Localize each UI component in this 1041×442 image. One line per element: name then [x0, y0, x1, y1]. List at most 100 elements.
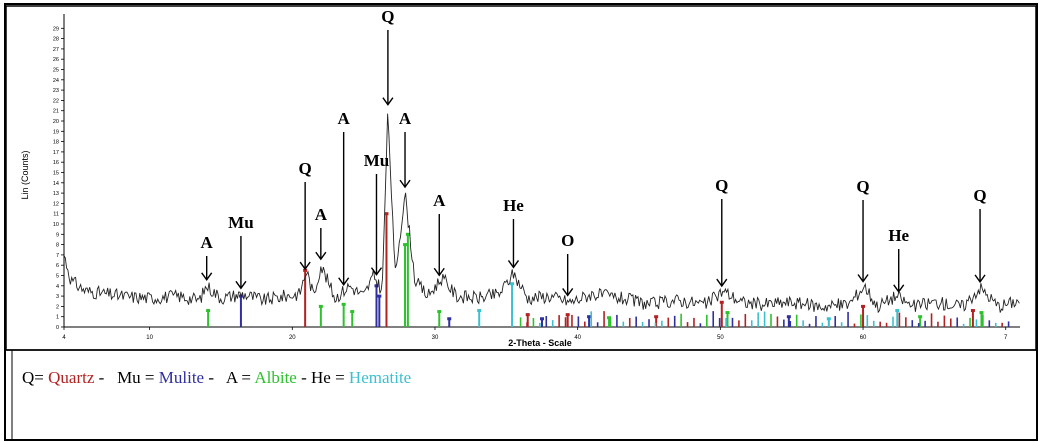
- stick-cap: [341, 302, 346, 306]
- arrow-head: [201, 272, 213, 282]
- arrow-head: [562, 288, 574, 297]
- y-tick-label: 18: [53, 140, 59, 146]
- stick-cap: [377, 294, 382, 298]
- x-tick-label: 30: [432, 335, 439, 341]
- arrow-head: [974, 274, 986, 284]
- peak-label: O: [561, 231, 574, 250]
- figure-border: [4, 3, 1038, 441]
- legend-albite-key: A =: [225, 368, 252, 387]
- arrow-head: [235, 280, 247, 290]
- legend-quartz-key: Q=: [22, 368, 44, 387]
- stick-cap: [918, 315, 923, 319]
- stick-cap: [979, 311, 984, 315]
- y-axis-label: Lin (Counts): [20, 150, 30, 199]
- peak-label: Mu: [228, 213, 254, 232]
- legend-quartz-name: Quartz: [48, 368, 95, 387]
- x-tick-label: 4: [62, 335, 66, 341]
- x-tick-label: 40: [574, 335, 581, 341]
- stick-cap: [206, 309, 211, 313]
- arrow-head: [433, 267, 445, 277]
- stick-cap: [540, 317, 544, 321]
- peak-label: A: [338, 109, 351, 128]
- arrow-head: [382, 97, 394, 106]
- legend-sep-1: -: [98, 368, 105, 387]
- peak-label: A: [315, 205, 328, 224]
- x-axis-label: 2-Theta - Scale: [508, 338, 572, 348]
- x-tick-label: 7: [1004, 335, 1008, 341]
- arrow-head: [857, 274, 869, 283]
- stick-cap: [350, 310, 355, 314]
- stick-cap: [607, 316, 612, 320]
- peak-label: Q: [381, 7, 394, 26]
- peak-label: He: [888, 226, 909, 245]
- y-tick-label: 25: [53, 68, 59, 74]
- stick-cap: [510, 282, 515, 286]
- peak-label: Q: [715, 176, 728, 195]
- y-tick-label: 3: [56, 294, 59, 300]
- y-tick-label: 10: [53, 222, 59, 228]
- legend-sep-2: -: [208, 368, 215, 387]
- x-tick-label: 10: [146, 335, 153, 341]
- x-tick-label: 20: [289, 335, 296, 341]
- peak-label: Mu: [364, 151, 390, 170]
- y-tick-label: 6: [56, 263, 59, 269]
- stick-cap: [725, 311, 730, 315]
- arrow-head: [370, 267, 383, 276]
- arrow-head: [893, 284, 905, 294]
- peak-label: Q: [856, 177, 869, 196]
- legend-albite-name: Albite: [254, 368, 297, 387]
- y-tick-label: 7: [56, 253, 59, 259]
- y-tick-label: 20: [53, 119, 59, 125]
- stick-cap: [719, 300, 724, 304]
- stick-cap: [525, 313, 530, 317]
- y-tick-label: 9: [56, 232, 59, 238]
- stick-cap: [786, 315, 791, 319]
- arrow-head: [299, 261, 311, 271]
- stick-cap: [654, 315, 659, 319]
- stick-cap: [970, 309, 975, 313]
- legend-mulite-key: Mu =: [117, 368, 155, 387]
- y-tick-label: 26: [53, 57, 59, 63]
- diffraction-pattern: [63, 113, 1020, 314]
- legend-sep-3: - He =: [301, 368, 345, 387]
- y-tick-label: 11: [53, 212, 59, 218]
- y-tick-label: 23: [53, 88, 59, 94]
- stick-cap: [403, 243, 408, 247]
- y-tick-label: 29: [53, 26, 59, 32]
- chart-border: [5, 5, 1037, 351]
- stick-cap: [861, 304, 866, 308]
- arrow-head: [507, 260, 520, 269]
- y-tick-label: 12: [53, 201, 59, 207]
- stick-cap: [565, 313, 570, 317]
- y-tick-label: 1: [56, 315, 59, 321]
- y-tick-label: 24: [53, 78, 59, 84]
- legend-mulite-name: Mulite: [158, 368, 205, 387]
- peak-label: Q: [973, 186, 986, 205]
- phase-legend: Q= Quartz - Mu = Mulite - A = Albite - H…: [22, 368, 411, 388]
- x-tick-label: 60: [860, 335, 867, 341]
- legend-hematite-name: Hematite: [348, 368, 412, 387]
- y-tick-label: 27: [53, 47, 59, 53]
- pattern-line: [63, 113, 1020, 314]
- y-tick-label: 16: [53, 160, 59, 166]
- arrow-head: [315, 251, 327, 261]
- peak-annotations: A Mu Q A A Mu Q A A He O Q Q He Q: [201, 7, 987, 297]
- stick-cap: [405, 232, 410, 236]
- peak-label: A: [399, 109, 412, 128]
- y-tick-label: 17: [53, 150, 59, 156]
- y-tick-label: 14: [53, 181, 59, 187]
- y-tick-label: 13: [53, 191, 59, 197]
- stick-cap: [895, 309, 900, 313]
- arrow-head: [399, 179, 411, 189]
- y-tick-label: 28: [53, 37, 59, 43]
- y-tick-label: 0: [56, 325, 59, 331]
- stick-cap: [587, 315, 592, 319]
- reference-sticks: [206, 212, 1010, 327]
- peak-label: He: [503, 196, 524, 215]
- y-tick-label: 8: [56, 243, 59, 249]
- axes: 0123456789101112131415161718192021222324…: [53, 14, 1020, 341]
- stick-cap: [437, 310, 442, 314]
- y-tick-label: 19: [53, 129, 59, 135]
- y-tick-label: 4: [56, 284, 59, 290]
